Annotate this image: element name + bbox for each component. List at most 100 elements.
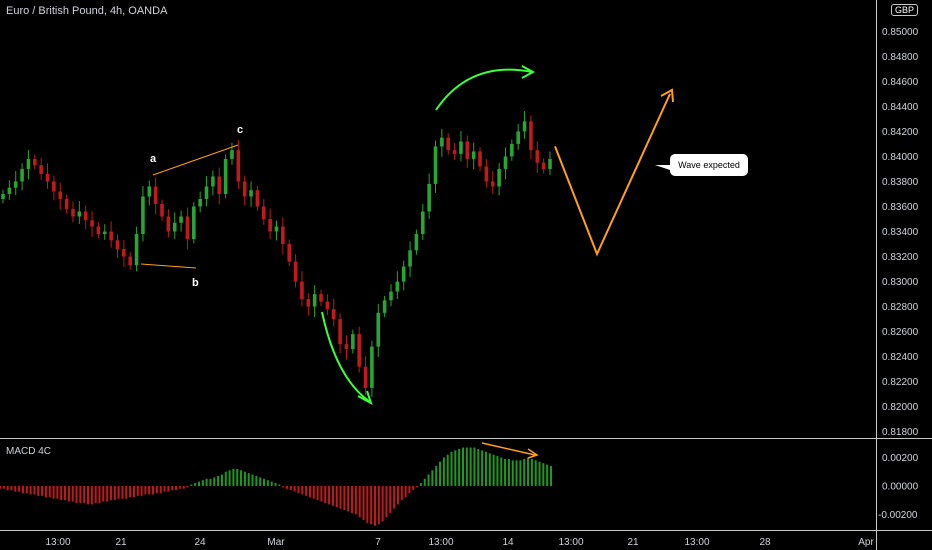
candle-body <box>1 193 5 199</box>
candle-body <box>363 366 368 388</box>
price-tick-label: 0.81800 <box>882 427 919 438</box>
time-tick-label: 7 <box>375 537 381 548</box>
candle-body <box>217 176 222 194</box>
wave-expected-callout: Wave expected <box>655 154 748 176</box>
candle-body <box>312 294 317 307</box>
candle-body <box>77 211 82 217</box>
candle-body <box>293 261 298 282</box>
candle-body <box>484 166 489 182</box>
candle-body <box>325 301 330 310</box>
wave-line-b <box>140 263 197 269</box>
candle-body <box>503 156 508 169</box>
candle-body <box>96 226 101 235</box>
price-tick-label: 0.82400 <box>882 352 919 363</box>
candle-body <box>471 151 476 159</box>
time-tick-label: Mar <box>267 537 285 548</box>
candle-body <box>382 300 387 313</box>
candle-body <box>370 346 374 388</box>
candle-body <box>230 150 234 159</box>
candle-body <box>223 158 228 194</box>
candle-body <box>541 162 546 169</box>
candle-body <box>351 334 355 350</box>
candle-body <box>548 158 552 169</box>
candle-body <box>300 281 304 300</box>
candle-body <box>319 294 323 302</box>
price-tick-label: 0.83000 <box>882 277 919 288</box>
candle-body <box>274 226 279 232</box>
price-tick-label: 0.84600 <box>882 77 919 88</box>
macd-divergence-arrowhead <box>527 448 539 459</box>
candle-body <box>71 208 75 217</box>
time-tick-label: 14 <box>502 537 514 548</box>
time-tick-label: 13:00 <box>558 537 583 548</box>
macd-divergence-line <box>481 442 536 456</box>
candle-body <box>147 186 152 197</box>
candle-body <box>166 216 171 232</box>
candle-body <box>281 226 285 245</box>
macd-tick-label: 0.00200 <box>882 453 919 464</box>
currency-badge[interactable]: GBP <box>891 4 919 16</box>
price-tick-label: 0.84000 <box>882 152 919 163</box>
candle-body <box>516 131 520 144</box>
time-tick-label: Apr <box>858 537 874 548</box>
candle-body <box>58 191 63 199</box>
candle-body <box>26 158 31 169</box>
wave-line-a-c <box>152 144 239 176</box>
candle-body <box>122 249 126 257</box>
candle-body <box>179 216 183 223</box>
time-tick-label: 28 <box>759 537 771 548</box>
price-tick-label: 0.84800 <box>882 52 919 63</box>
green-arrow-bottom-head <box>357 390 373 406</box>
candle-body <box>236 150 241 182</box>
candle-body <box>465 141 470 159</box>
green-arrow-bottom <box>321 311 371 403</box>
candle-body <box>287 244 292 262</box>
candle-body <box>376 312 381 347</box>
green-arrow-top-head <box>521 65 536 79</box>
price-tick-label: 0.82600 <box>882 327 919 338</box>
candle-body <box>52 181 56 192</box>
candle-body <box>7 187 12 194</box>
candle-body <box>13 181 18 188</box>
candle-body <box>535 150 540 163</box>
price-tick-label: 0.84200 <box>882 127 919 138</box>
price-tick-label: 0.82000 <box>882 402 919 413</box>
price-tick-label: 0.84400 <box>882 102 919 113</box>
candle-body <box>160 203 164 217</box>
macd-tick-label: 0.00000 <box>882 481 919 492</box>
time-tick-label: 13:00 <box>45 537 70 548</box>
price-tick-label: 0.83200 <box>882 252 919 263</box>
projection-arrowhead <box>660 88 674 103</box>
candle-body <box>268 219 272 232</box>
wave-label-a: a <box>150 153 157 165</box>
price-tick-label: 0.82800 <box>882 302 919 313</box>
candle-body <box>440 137 444 147</box>
time-tick-label: 21 <box>627 537 639 548</box>
candle-body <box>401 266 406 282</box>
candle-body <box>331 309 336 320</box>
candle-body <box>249 190 253 197</box>
price-tick-label: 0.83600 <box>882 202 919 213</box>
candle-body <box>357 334 361 367</box>
candle-body <box>395 281 400 292</box>
candle-body <box>198 198 202 207</box>
candle-body <box>141 196 145 235</box>
candle-body <box>446 137 451 151</box>
candle-body <box>452 150 457 154</box>
candle-body <box>242 181 247 197</box>
candle-body <box>414 234 419 251</box>
candle-body <box>20 168 24 182</box>
candle-body <box>433 146 438 184</box>
candle-body <box>427 183 431 212</box>
candle-body <box>306 299 311 307</box>
candle-body <box>420 211 425 235</box>
candle-body <box>529 121 533 151</box>
wave-label-b: b <box>192 277 199 289</box>
candle-body <box>497 168 501 187</box>
candle-body <box>90 220 94 227</box>
candle-body <box>408 250 412 267</box>
candle-body <box>204 186 209 199</box>
time-tick-label: 21 <box>115 537 127 548</box>
green-arrow-top <box>435 68 533 111</box>
